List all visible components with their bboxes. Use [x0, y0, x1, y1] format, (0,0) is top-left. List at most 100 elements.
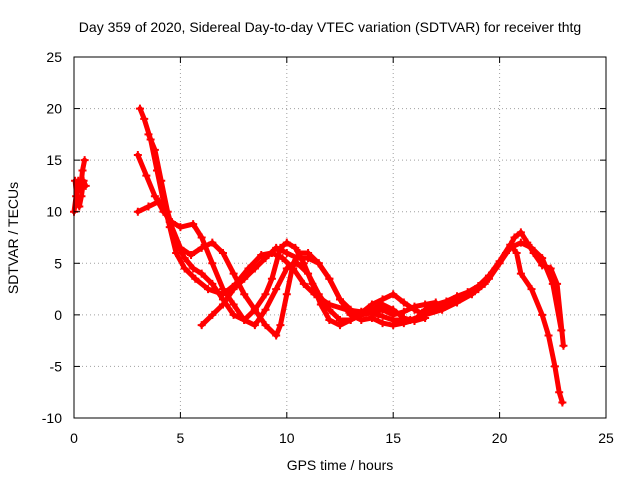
y-tick-label: -10 [42, 410, 62, 426]
data-point [176, 223, 185, 232]
data-point [71, 176, 80, 185]
data-point [218, 248, 227, 257]
data-point [421, 300, 430, 309]
data-point [495, 257, 504, 266]
data-point [155, 197, 164, 206]
data-point [150, 192, 159, 201]
data-point [272, 243, 281, 252]
data-point [189, 264, 198, 273]
plot-frame [73, 56, 607, 419]
data-point [299, 259, 308, 268]
data-point [516, 269, 525, 278]
data-point [527, 285, 536, 294]
data-point [538, 310, 547, 319]
data-point [299, 279, 308, 288]
data-point [172, 238, 181, 247]
data-point [378, 305, 387, 314]
data-point [144, 130, 153, 139]
data-series-s7 [197, 243, 440, 330]
data-point [282, 238, 291, 247]
data-point [506, 240, 515, 249]
data-point [191, 274, 200, 283]
data-point [484, 271, 493, 280]
data-point [197, 321, 206, 330]
data-point [558, 398, 567, 407]
data-point [346, 305, 355, 314]
data-point [197, 269, 206, 278]
data-point [399, 307, 408, 316]
data-point [135, 104, 144, 113]
data-point [208, 259, 217, 268]
data-point [261, 321, 270, 330]
data-point [325, 316, 334, 325]
data-point [144, 202, 153, 211]
data-point [218, 285, 227, 294]
data-point [250, 264, 259, 273]
y-tick-label: 25 [46, 49, 62, 65]
data-point [81, 181, 90, 190]
y-axis-label: SDTVAR / TECUs [5, 182, 21, 294]
data-point [282, 248, 291, 257]
data-point [550, 362, 559, 371]
data-point [431, 298, 440, 307]
data-point [240, 316, 249, 325]
data-point [77, 192, 86, 201]
data-point [140, 114, 149, 123]
data-point [208, 238, 217, 247]
data-point [527, 243, 536, 252]
data-point [516, 228, 525, 237]
data-point [308, 279, 317, 288]
data-point [282, 290, 291, 299]
data-series-s2 [71, 176, 90, 211]
data-point [314, 259, 323, 268]
x-tick-label: 25 [598, 430, 614, 446]
data-point [357, 310, 366, 319]
data-point [240, 290, 249, 299]
data-point [250, 321, 259, 330]
data-point [142, 171, 151, 180]
data-point [240, 274, 249, 283]
data-point [389, 321, 398, 330]
data-point [544, 331, 553, 340]
data-point [272, 285, 281, 294]
x-tick-label: 20 [492, 430, 508, 446]
data-point [150, 145, 159, 154]
data-point [389, 310, 398, 319]
y-tick-label: 20 [46, 101, 62, 117]
data-point [172, 248, 181, 257]
data-point [75, 202, 84, 211]
data-point [548, 279, 557, 288]
data-point [73, 197, 82, 206]
data-point [208, 310, 217, 319]
chart-title: Day 359 of 2020, Sidereal Day-to-day VTE… [79, 19, 581, 35]
data-point [197, 233, 206, 242]
data-point [304, 254, 313, 263]
series-trace [135, 198, 565, 405]
series-trace [137, 106, 566, 349]
data-point [261, 305, 270, 314]
data-point [325, 305, 334, 314]
data-point [257, 251, 266, 260]
data-point [316, 300, 325, 309]
data-point [229, 269, 238, 278]
data-point [261, 290, 270, 299]
data-point [204, 285, 213, 294]
data-point [293, 254, 302, 263]
data-point [282, 264, 291, 273]
y-tick-label: -5 [50, 358, 63, 374]
data-point [163, 207, 172, 216]
data-point [229, 310, 238, 319]
data-point [510, 233, 519, 242]
data-point [538, 254, 547, 263]
data-point [267, 274, 276, 283]
series-trace [135, 152, 564, 333]
data-point [442, 297, 451, 306]
data-point [79, 176, 88, 185]
data-point [336, 321, 344, 330]
data-point [555, 388, 564, 397]
data-point [229, 300, 238, 309]
data-point [261, 254, 270, 263]
y-tick-label: 15 [46, 152, 62, 168]
data-point [474, 281, 483, 290]
x-tick-label: 15 [385, 430, 401, 446]
